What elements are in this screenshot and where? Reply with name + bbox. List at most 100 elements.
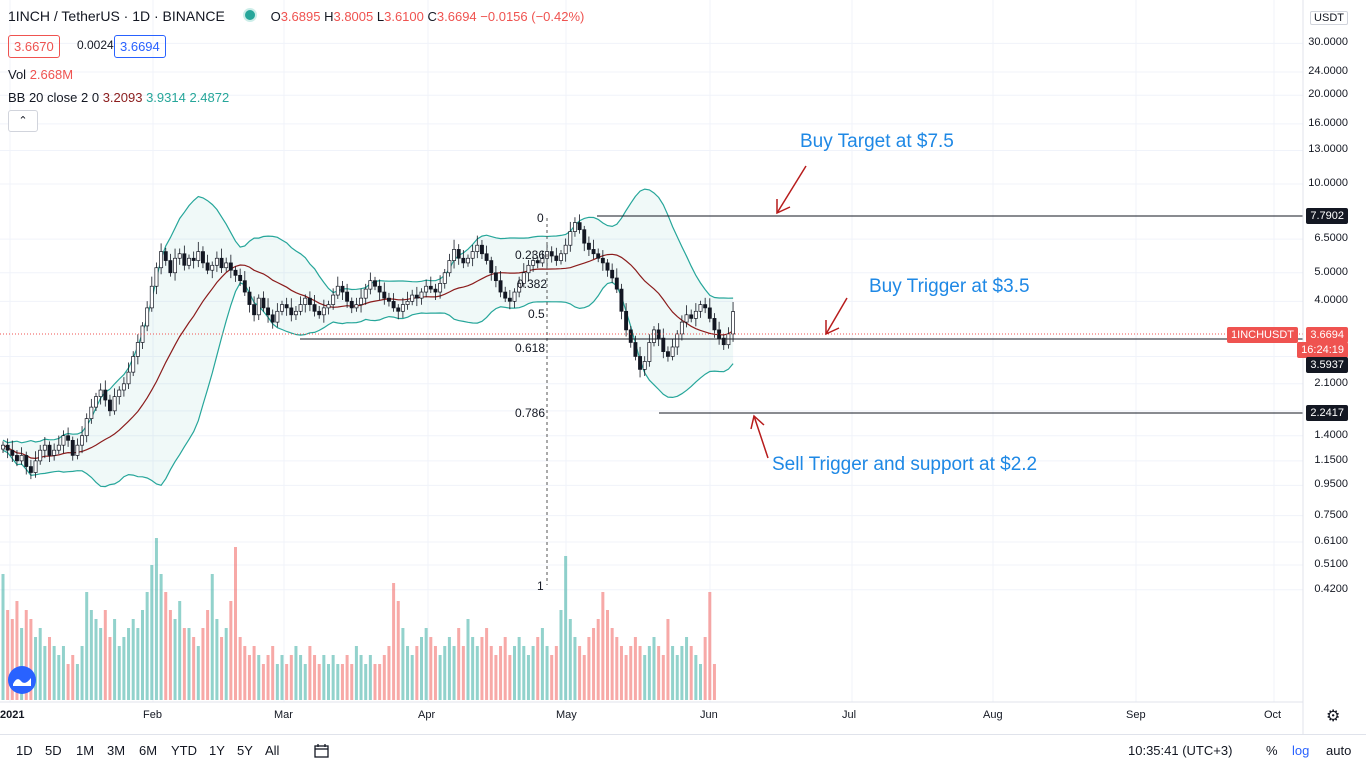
candle-body: [5, 444, 10, 451]
candle-body: [354, 304, 359, 309]
clock-display[interactable]: 10:35:41 (UTC+3): [1128, 743, 1233, 758]
price-tick: 6.5000: [1314, 232, 1348, 245]
chart-settings-gear-icon[interactable]: ⚙: [1326, 708, 1341, 725]
candle-body: [414, 294, 419, 299]
date-range-icon[interactable]: [313, 743, 331, 762]
volume-bar: [350, 664, 354, 700]
candle-body: [665, 351, 670, 357]
candle-body: [168, 260, 173, 274]
annotation-arrow-sell: [750, 414, 769, 459]
annotation-buy-trigger[interactable]: Buy Trigger at $3.5: [869, 276, 1030, 297]
annotation-arrow-target: [776, 165, 807, 215]
candle-body: [233, 269, 238, 276]
open-value: 3.6895: [280, 9, 321, 24]
range-button[interactable]: 6M: [139, 743, 158, 758]
bollinger-band-fill: [3, 189, 734, 487]
ohlc-values: O3.6895 H3.8005 L3.6100 C3.6694 −0.0156 …: [270, 9, 585, 24]
candle-body: [642, 361, 647, 370]
range-button[interactable]: YTD: [171, 743, 197, 758]
candle-body: [187, 257, 191, 266]
volume-bar: [229, 601, 233, 700]
fib-label-0: 0: [537, 211, 544, 225]
volume-bar: [340, 664, 344, 700]
volume-bar: [564, 556, 568, 700]
volume-bar: [703, 637, 707, 700]
volume-bar: [336, 664, 340, 700]
volume-bar: [382, 655, 386, 700]
volume-bar: [638, 646, 642, 700]
candle-body: [94, 396, 98, 408]
volume-bar: [657, 646, 661, 700]
volume-bar: [592, 628, 596, 700]
log-toggle[interactable]: log: [1292, 743, 1310, 758]
volume-bar: [364, 664, 368, 700]
volume-legend[interactable]: Vol 2.668M: [8, 67, 74, 82]
volume-bar: [633, 637, 637, 700]
symbol-title[interactable]: 1INCH / TetherUS · 1D · BINANCE: [8, 8, 225, 24]
candle-body: [707, 307, 712, 319]
currency-label[interactable]: USDT: [1310, 11, 1348, 25]
candle-body: [484, 253, 489, 261]
volume-bar: [285, 664, 289, 700]
candle-body: [679, 321, 684, 335]
candle-body: [531, 260, 536, 266]
candle-body: [307, 297, 312, 305]
volume-bar: [52, 646, 56, 700]
volume-bar: [303, 664, 307, 700]
annotation-buy-target[interactable]: Buy Target at $7.5: [800, 131, 954, 152]
bb-lower-value: 2.4872: [189, 90, 230, 105]
candle-body: [275, 310, 280, 323]
buy-price-button[interactable]: 3.6694: [114, 35, 166, 58]
range-button[interactable]: 1Y: [209, 743, 225, 758]
volume-bar: [401, 628, 405, 700]
candle-body: [540, 257, 545, 264]
percent-toggle[interactable]: %: [1266, 743, 1278, 758]
volume-bar: [424, 628, 428, 700]
auto-toggle[interactable]: auto: [1326, 743, 1352, 758]
price-tick: 2.1000: [1314, 376, 1348, 389]
range-button[interactable]: 3M: [107, 743, 126, 758]
volume-bar: [689, 646, 693, 700]
candle-body: [80, 435, 84, 446]
range-button[interactable]: 1M: [76, 743, 95, 758]
range-button[interactable]: 1D: [16, 743, 33, 758]
range-button[interactable]: 5Y: [237, 743, 253, 758]
volume-bar: [154, 538, 158, 700]
candle-body: [689, 314, 694, 319]
tradingview-logo[interactable]: [8, 666, 36, 694]
candle-body: [647, 342, 652, 362]
candle-body: [28, 466, 33, 473]
volume-bar: [75, 664, 79, 700]
candle-body: [605, 262, 610, 271]
candle-body: [712, 318, 717, 331]
range-button[interactable]: 5D: [45, 743, 62, 758]
price-tick: 24.0000: [1308, 64, 1348, 77]
candle-body: [442, 272, 447, 284]
volume-bar: [131, 619, 135, 700]
volume-bar: [517, 637, 521, 700]
volume-bar: [280, 655, 284, 700]
candle-body: [270, 314, 275, 323]
candle-body: [521, 272, 526, 284]
collapse-legend-button[interactable]: ⌃: [8, 110, 38, 132]
candle-body: [619, 288, 624, 312]
fib-label-0236: 0.236: [515, 248, 546, 262]
candle-body: [238, 274, 243, 282]
volume-bar: [559, 610, 563, 700]
volume-bar: [10, 619, 14, 700]
range-button[interactable]: All: [265, 743, 280, 758]
candle-body: [410, 294, 415, 302]
candle-body: [359, 297, 364, 305]
volume-bar: [610, 628, 614, 700]
annotation-sell-trigger[interactable]: Sell Trigger and support at $2.2: [772, 454, 1038, 475]
candle-body: [703, 304, 708, 309]
candle-body: [577, 222, 582, 231]
sell-price-button[interactable]: 3.6670: [8, 35, 60, 58]
bb-legend[interactable]: BB 20 close 2 0 3.2093 3.9314 2.4872: [8, 90, 230, 105]
candle-body: [466, 257, 470, 264]
candlesticks: [1, 214, 736, 480]
candle-body: [638, 356, 643, 370]
candle-body: [1, 444, 5, 450]
candle-body: [228, 262, 233, 271]
